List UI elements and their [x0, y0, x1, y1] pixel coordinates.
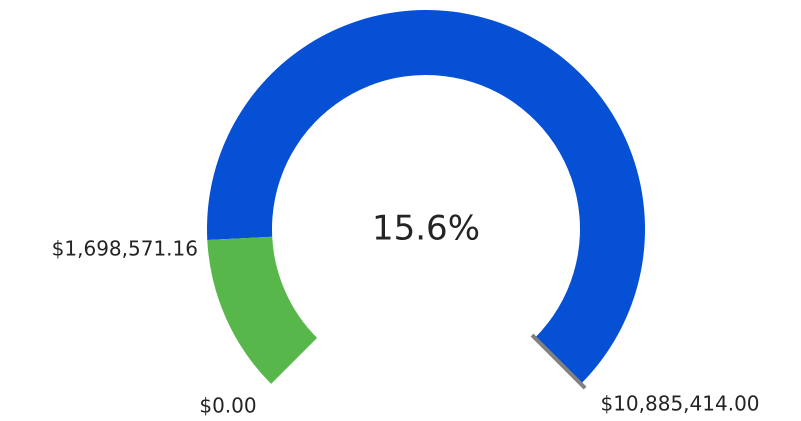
value-label: $1,698,571.16	[52, 237, 198, 261]
max-marker	[530, 333, 587, 390]
max-label: $10,885,414.00	[600, 392, 759, 416]
value-arc	[207, 236, 318, 384]
min-label: $0.00	[199, 394, 256, 418]
percent-label: 15.6%	[372, 209, 480, 249]
track-arc	[207, 9, 646, 384]
